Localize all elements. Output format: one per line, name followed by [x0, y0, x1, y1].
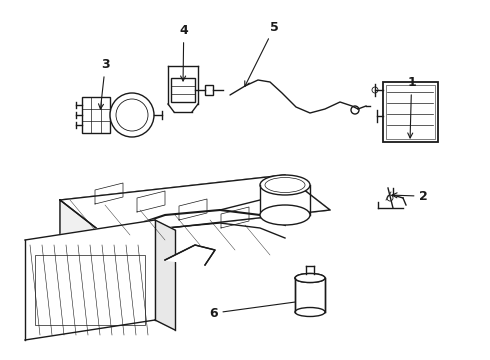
Text: 3: 3 — [98, 58, 110, 109]
Polygon shape — [60, 200, 105, 270]
Circle shape — [110, 93, 154, 137]
Bar — [205, 85, 213, 95]
Bar — [82, 97, 110, 133]
Text: 6: 6 — [209, 299, 306, 320]
Polygon shape — [60, 175, 330, 235]
Text: 1: 1 — [407, 76, 416, 138]
Text: 4: 4 — [179, 24, 188, 81]
Bar — [386, 85, 435, 139]
Bar — [171, 78, 195, 102]
Bar — [295, 278, 325, 313]
Bar — [383, 82, 438, 142]
Text: 2: 2 — [392, 190, 428, 203]
Bar — [35, 255, 145, 325]
Ellipse shape — [295, 274, 325, 283]
Ellipse shape — [260, 175, 310, 195]
Ellipse shape — [295, 307, 325, 316]
Polygon shape — [25, 220, 155, 340]
Ellipse shape — [260, 205, 310, 225]
Polygon shape — [155, 220, 175, 330]
Polygon shape — [165, 245, 215, 265]
Text: 5: 5 — [245, 21, 279, 86]
